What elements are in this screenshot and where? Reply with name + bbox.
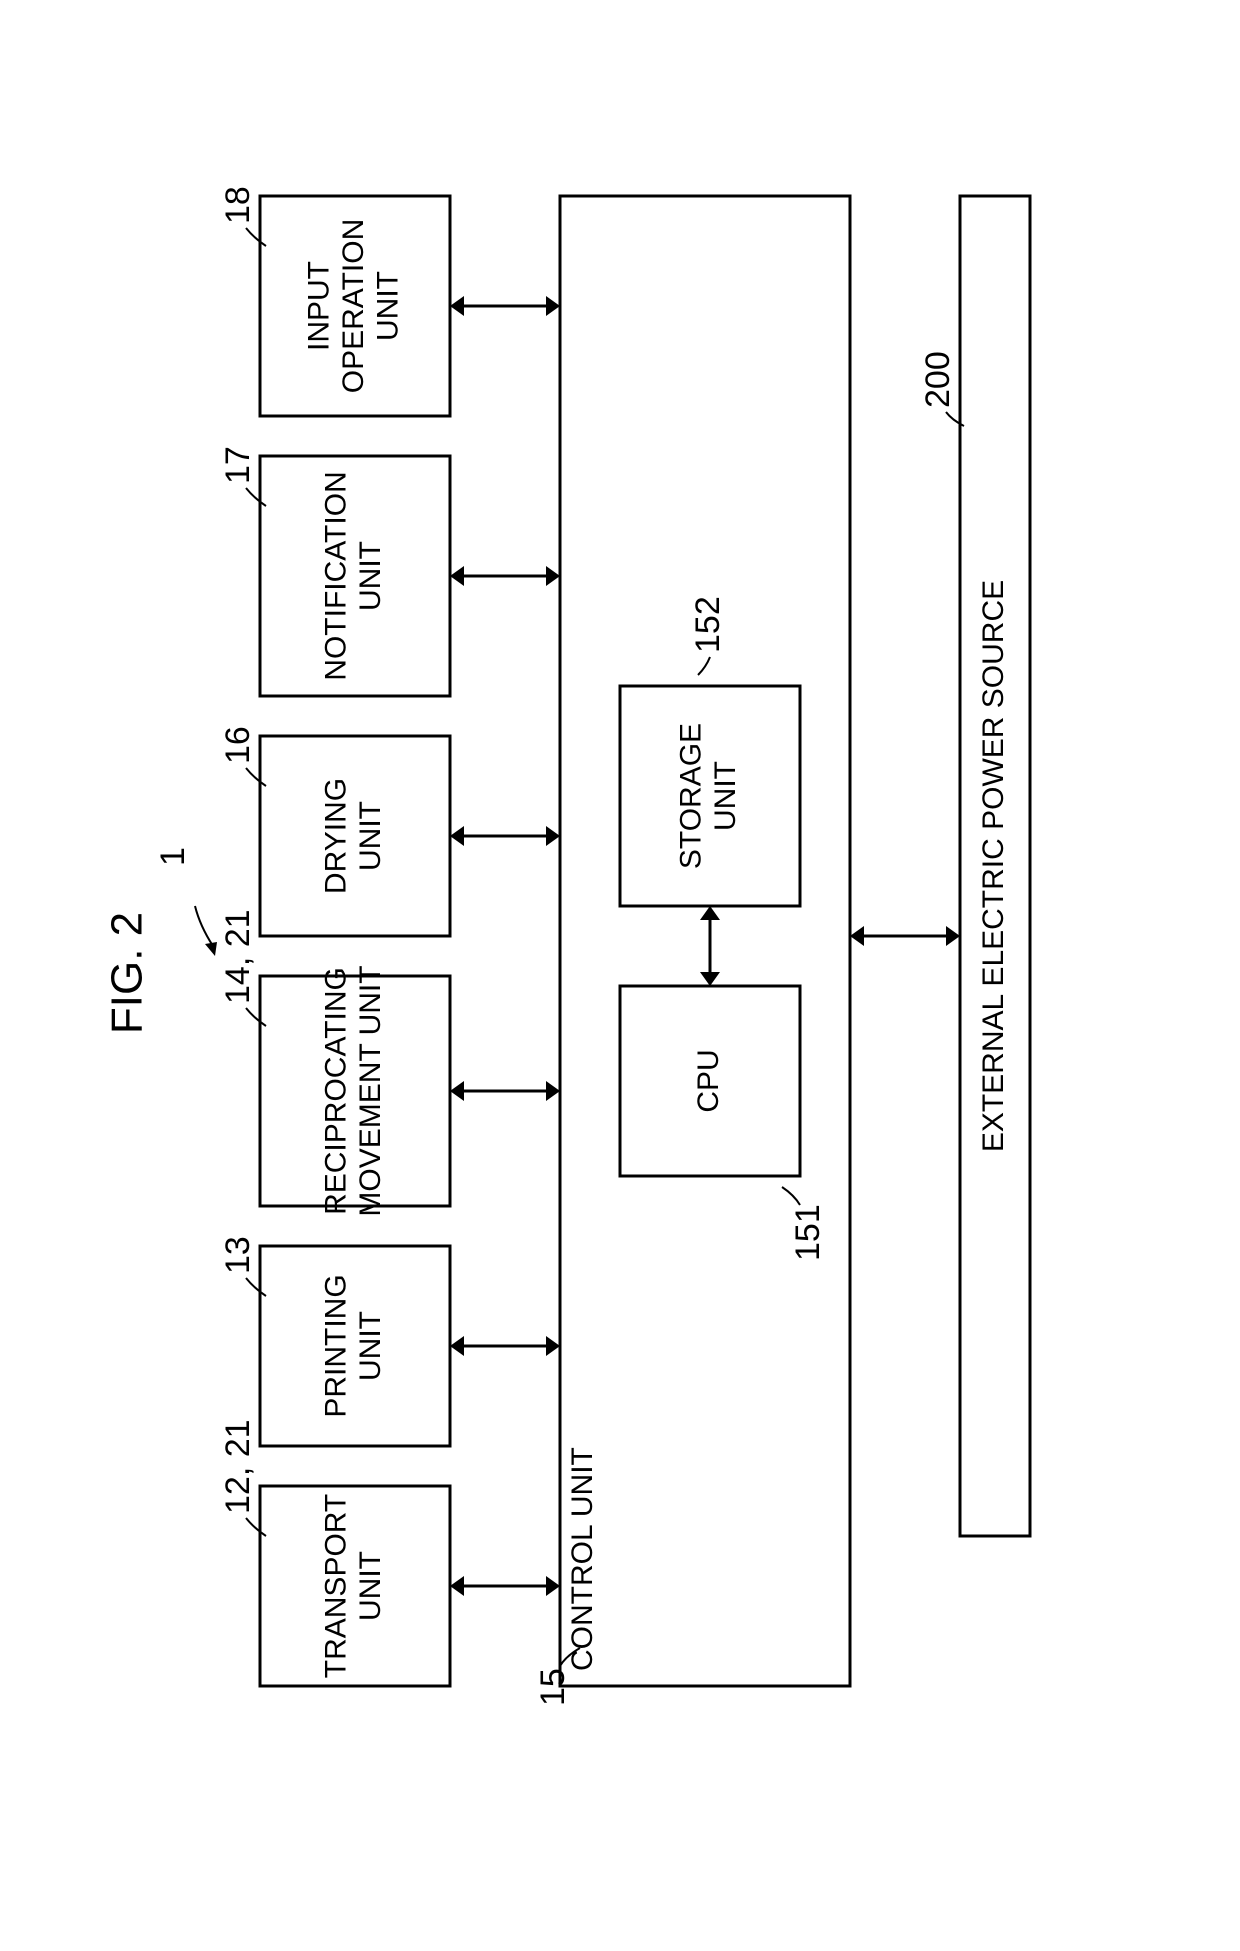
svg-text:UNIT: UNIT bbox=[354, 1311, 387, 1381]
svg-text:TRANSPORT: TRANSPORT bbox=[320, 1494, 353, 1678]
svg-text:18: 18 bbox=[219, 186, 257, 224]
svg-text:14, 21: 14, 21 bbox=[219, 909, 257, 1004]
svg-text:1: 1 bbox=[154, 847, 192, 866]
svg-text:17: 17 bbox=[219, 446, 257, 484]
svg-text:15: 15 bbox=[534, 1668, 572, 1706]
svg-text:FIG. 2: FIG. 2 bbox=[103, 912, 152, 1034]
svg-text:UNIT: UNIT bbox=[354, 801, 387, 871]
svg-text:12, 21: 12, 21 bbox=[219, 1419, 257, 1514]
svg-text:RECIPROCATING: RECIPROCATING bbox=[320, 967, 353, 1215]
svg-text:DRYING: DRYING bbox=[320, 778, 353, 894]
diagram-page: FIG. 21TRANSPORTUNIT12, 21PRINTINGUNIT13… bbox=[0, 0, 1240, 1946]
svg-text:UNIT: UNIT bbox=[354, 1551, 387, 1621]
svg-text:NOTIFICATION: NOTIFICATION bbox=[320, 471, 353, 680]
svg-text:CONTROL UNIT: CONTROL UNIT bbox=[566, 1447, 599, 1671]
svg-text:EXTERNAL ELECTRIC POWER SOURCE: EXTERNAL ELECTRIC POWER SOURCE bbox=[977, 580, 1010, 1152]
svg-text:STORAGE: STORAGE bbox=[675, 723, 708, 869]
svg-text:UNIT: UNIT bbox=[354, 541, 387, 611]
svg-text:13: 13 bbox=[219, 1236, 257, 1274]
svg-text:152: 152 bbox=[689, 596, 727, 653]
svg-text:OPERATION: OPERATION bbox=[337, 219, 370, 393]
svg-text:UNIT: UNIT bbox=[371, 271, 404, 341]
svg-text:UNIT: UNIT bbox=[709, 761, 742, 831]
svg-text:INPUT: INPUT bbox=[302, 261, 335, 351]
svg-text:200: 200 bbox=[919, 351, 957, 408]
diagram-svg: FIG. 21TRANSPORTUNIT12, 21PRINTINGUNIT13… bbox=[0, 0, 1240, 1946]
svg-text:16: 16 bbox=[219, 726, 257, 764]
svg-text:CPU: CPU bbox=[692, 1049, 725, 1112]
svg-text:MOVEMENT UNIT: MOVEMENT UNIT bbox=[354, 965, 387, 1216]
svg-text:151: 151 bbox=[789, 1204, 827, 1261]
svg-text:PRINTING: PRINTING bbox=[320, 1274, 353, 1417]
